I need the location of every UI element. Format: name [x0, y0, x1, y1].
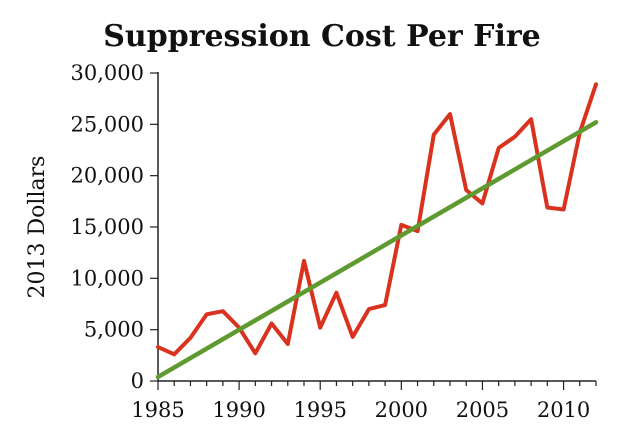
x-tick-label: 2000 — [375, 398, 428, 422]
x-tick-label: 1995 — [293, 398, 346, 422]
x-tick-label: 1990 — [212, 398, 265, 422]
y-tick-label: 25,000 — [71, 112, 144, 136]
x-tick-labels: 1985 1990 1995 2000 2005 2010 — [131, 398, 590, 422]
cost-series-line — [156, 82, 598, 357]
y-tick-label: 10,000 — [71, 266, 144, 290]
y-axis-label: 2013 Dollars — [25, 156, 50, 299]
axes — [150, 72, 597, 390]
y-tick-label: 30,000 — [71, 61, 144, 85]
chart-title: Suppression Cost Per Fire — [103, 19, 541, 54]
x-tick-label: 2005 — [456, 398, 509, 422]
y-tick-label: 15,000 — [71, 215, 144, 239]
y-tick-label: 20,000 — [71, 164, 144, 188]
x-tick-label: 2010 — [537, 398, 590, 422]
y-tick-label: 5,000 — [84, 318, 144, 342]
x-tick-label: 1985 — [131, 398, 184, 422]
series-lines — [155, 82, 599, 380]
trend-line — [155, 120, 599, 380]
y-tick-labels: 0 5,000 10,000 15,000 20,000 25,000 30,000 — [71, 61, 144, 393]
y-tick-label: 0 — [131, 369, 144, 393]
